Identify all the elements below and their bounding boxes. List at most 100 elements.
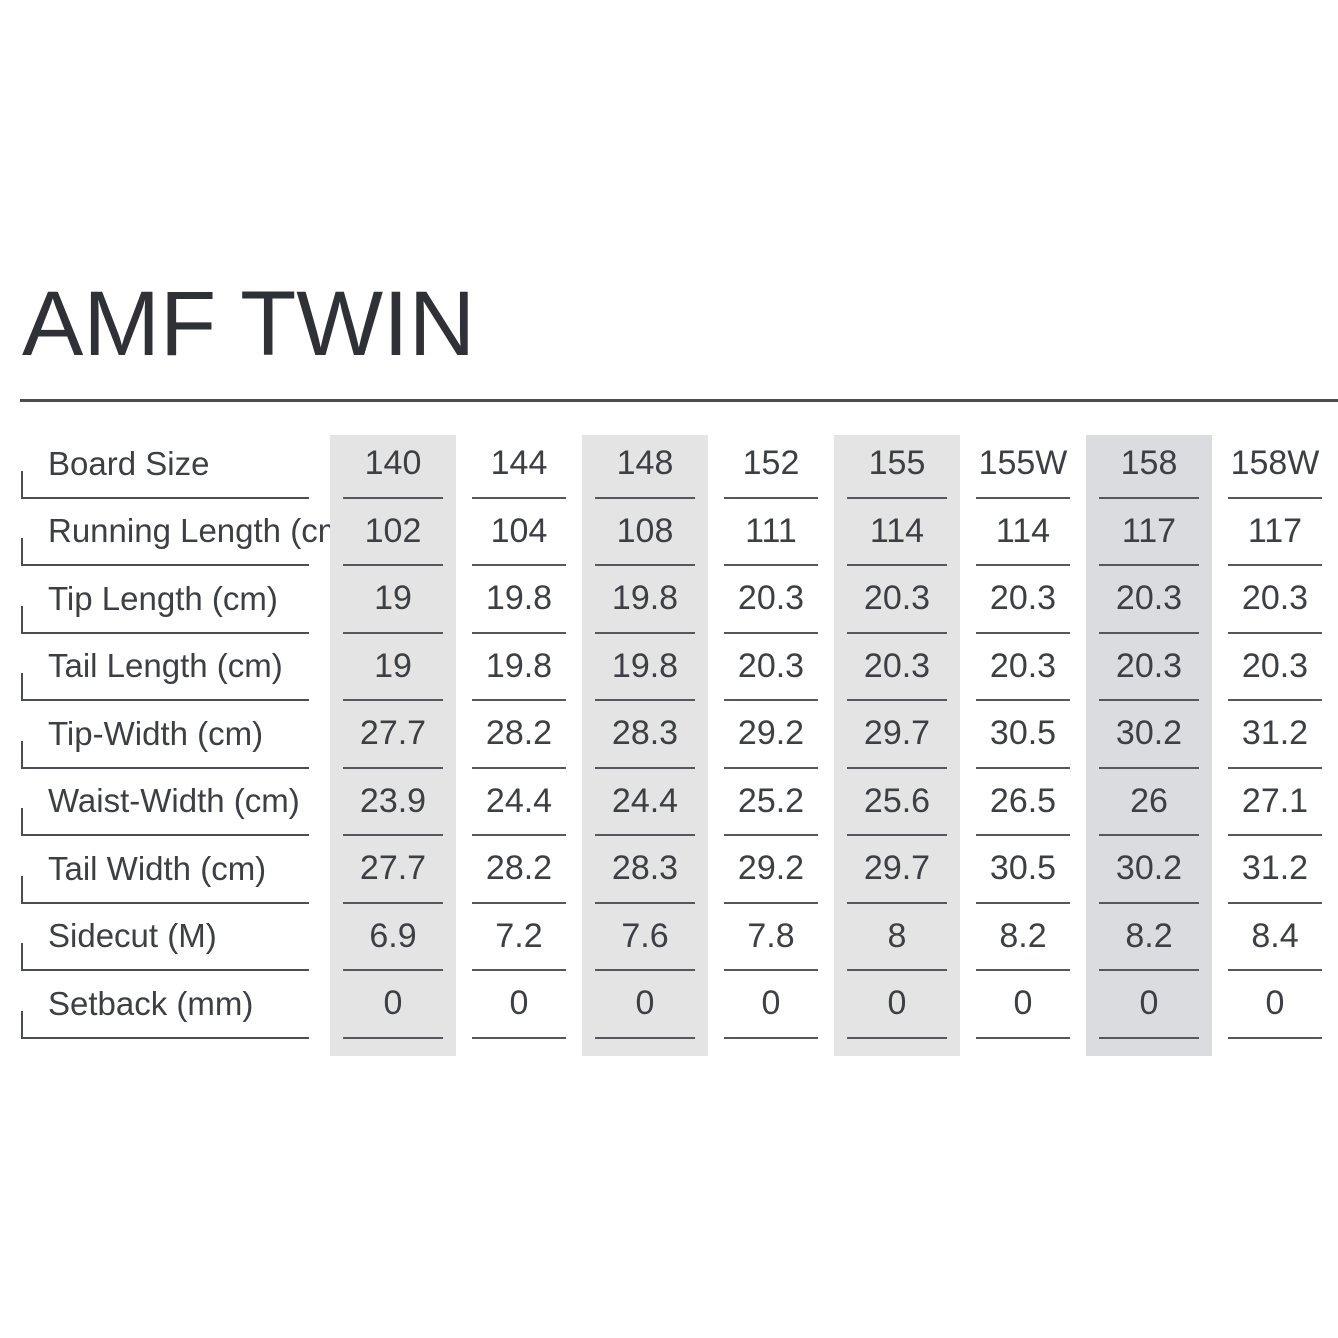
value-cell: 26.5 bbox=[960, 773, 1086, 841]
value-cell: 7.8 bbox=[708, 908, 834, 976]
row-label: Tail Length (cm) bbox=[20, 638, 330, 706]
value-cell: 19 bbox=[330, 570, 456, 638]
value-cell: 24.4 bbox=[456, 773, 582, 841]
value-cell: 31.2 bbox=[1212, 705, 1338, 773]
value-cell: 26 bbox=[1086, 772, 1212, 840]
table-row: Tip-Width (cm) 27.7 28.2 28.3 29.2 29.7 30.5 30… bbox=[20, 705, 1338, 773]
value-cell: 28.3 bbox=[582, 705, 708, 773]
value-cell: 6.9 bbox=[330, 907, 456, 975]
value-cell: 20.3 bbox=[1212, 638, 1338, 706]
value-cell: 148 bbox=[582, 435, 708, 503]
row-label: Waist-Width (cm) bbox=[20, 773, 330, 841]
value-cell: 28.3 bbox=[582, 840, 708, 908]
value-cell: 19 bbox=[330, 637, 456, 705]
value-cell: 158 bbox=[1086, 435, 1212, 503]
table-row: Setback (mm) 0 0 0 0 0 0 0 0 bbox=[20, 975, 1338, 1043]
footer-spacer bbox=[960, 1043, 1086, 1056]
value-cell: 7.2 bbox=[456, 908, 582, 976]
table-row: Sidecut (M) 6.9 7.2 7.6 7.8 8 8.2 8.2 8.4 bbox=[20, 907, 1338, 976]
value-cell: 20.3 bbox=[1086, 570, 1212, 638]
value-cell: 27.1 bbox=[1212, 773, 1338, 841]
value-cell: 24.4 bbox=[582, 772, 708, 840]
table-row: Board Size 140 144 148 152 155 155W 158 158W bbox=[20, 435, 1338, 503]
value-cell: 19.8 bbox=[456, 638, 582, 706]
value-cell: 0 bbox=[960, 975, 1086, 1043]
value-cell: 8.2 bbox=[1086, 907, 1212, 975]
row-label: Running Length (cm) bbox=[20, 503, 356, 571]
row-label: Setback (mm) bbox=[20, 975, 330, 1043]
value-cell: 28.2 bbox=[456, 705, 582, 773]
value-cell: 114 bbox=[960, 503, 1086, 571]
table-row: Tail Length (cm) 19 19.8 19.8 20.3 20.3 20.3 20… bbox=[20, 637, 1338, 706]
value-cell: 0 bbox=[582, 975, 708, 1043]
value-cell: 20.3 bbox=[834, 570, 960, 638]
footer-spacer bbox=[20, 1043, 330, 1056]
value-cell: 30.2 bbox=[1086, 840, 1212, 908]
value-cell: 140 bbox=[330, 435, 456, 503]
value-cell: 108 bbox=[582, 502, 708, 570]
column-shade-footer bbox=[20, 1042, 1338, 1056]
table-row: Tip Length (cm) 19 19.8 19.8 20.3 20.3 20.3 20.… bbox=[20, 570, 1338, 638]
value-cell: 0 bbox=[330, 975, 456, 1043]
value-cell: 28.2 bbox=[456, 840, 582, 908]
value-cell: 117 bbox=[1086, 502, 1212, 570]
value-cell: 27.7 bbox=[330, 705, 456, 773]
page-title: AMF TWIN bbox=[22, 273, 476, 375]
footer-spacer bbox=[834, 1042, 960, 1056]
value-cell: 8.2 bbox=[960, 908, 1086, 976]
value-cell: 27.7 bbox=[330, 840, 456, 908]
value-cell: 25.6 bbox=[834, 772, 960, 840]
value-cell: 20.3 bbox=[1086, 637, 1212, 705]
title-divider bbox=[20, 399, 1338, 402]
value-cell: 144 bbox=[456, 435, 582, 503]
value-cell: 20.3 bbox=[960, 638, 1086, 706]
value-cell: 0 bbox=[1212, 975, 1338, 1043]
value-cell: 117 bbox=[1212, 503, 1338, 571]
footer-spacer bbox=[1212, 1043, 1338, 1056]
value-cell: 29.7 bbox=[834, 840, 960, 908]
value-cell: 155W bbox=[960, 435, 1086, 503]
value-cell: 0 bbox=[834, 975, 960, 1043]
value-cell: 29.7 bbox=[834, 705, 960, 773]
value-cell: 111 bbox=[708, 503, 834, 571]
value-cell: 23.9 bbox=[330, 772, 456, 840]
value-cell: 114 bbox=[834, 502, 960, 570]
value-cell: 20.3 bbox=[708, 570, 834, 638]
value-cell: 19.8 bbox=[582, 637, 708, 705]
value-cell: 30.5 bbox=[960, 840, 1086, 908]
value-cell: 30.2 bbox=[1086, 705, 1212, 773]
table-row: Running Length (cm) 102 104 108 111 114 114 117… bbox=[20, 502, 1338, 571]
value-cell: 30.5 bbox=[960, 705, 1086, 773]
value-cell: 31.2 bbox=[1212, 840, 1338, 908]
row-label: Board Size bbox=[20, 435, 330, 503]
value-cell: 25.2 bbox=[708, 773, 834, 841]
value-cell: 19.8 bbox=[456, 570, 582, 638]
footer-spacer bbox=[708, 1043, 834, 1056]
value-cell: 29.2 bbox=[708, 840, 834, 908]
value-cell: 19.8 bbox=[582, 570, 708, 638]
footer-spacer bbox=[330, 1042, 456, 1056]
value-cell: 0 bbox=[708, 975, 834, 1043]
value-cell: 7.6 bbox=[582, 907, 708, 975]
value-cell: 20.3 bbox=[960, 570, 1086, 638]
footer-spacer bbox=[582, 1042, 708, 1056]
table-row: Waist-Width (cm) 23.9 24.4 24.4 25.2 25.6 26.5… bbox=[20, 772, 1338, 841]
row-label: Sidecut (M) bbox=[20, 908, 330, 976]
value-cell: 0 bbox=[1086, 975, 1212, 1043]
row-label: Tip-Width (cm) bbox=[20, 705, 330, 773]
value-cell: 8.4 bbox=[1212, 908, 1338, 976]
spec-table: Board Size 140 144 148 152 155 155W 158 158W Runn… bbox=[20, 435, 1338, 1056]
row-label: Tail Width (cm) bbox=[20, 840, 330, 908]
value-cell: 155 bbox=[834, 435, 960, 503]
value-cell: 20.3 bbox=[1212, 570, 1338, 638]
footer-spacer bbox=[456, 1043, 582, 1056]
value-cell: 20.3 bbox=[834, 637, 960, 705]
value-cell: 20.3 bbox=[708, 638, 834, 706]
row-label: Tip Length (cm) bbox=[20, 570, 330, 638]
value-cell: 0 bbox=[456, 975, 582, 1043]
table-row: Tail Width (cm) 27.7 28.2 28.3 29.2 29.7 30.5 3… bbox=[20, 840, 1338, 908]
value-cell: 29.2 bbox=[708, 705, 834, 773]
value-cell: 158W bbox=[1212, 435, 1338, 503]
footer-spacer bbox=[1086, 1042, 1212, 1056]
